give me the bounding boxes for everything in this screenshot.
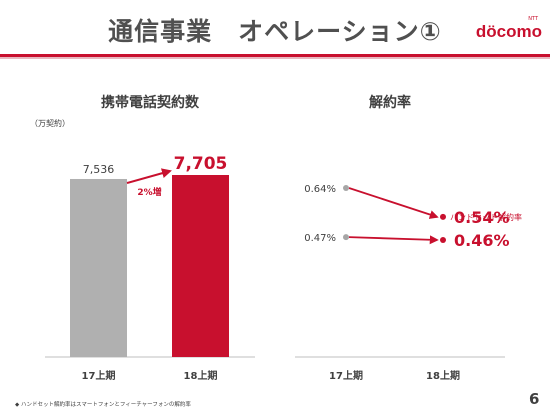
bar-category-label-1: 17上期 <box>82 369 116 382</box>
churn-series-1-arrow <box>348 187 439 219</box>
title-divider-shadow <box>0 57 550 59</box>
logo-brand-text: döcomo <box>475 22 542 41</box>
churn-series-1-point-1 <box>343 185 349 191</box>
bar-value-label-1: 7,536 <box>83 163 115 176</box>
bar-value-label-2: 7,705 <box>174 154 228 174</box>
footnote: ◆ ハンドセット解約率はスマートフォンとフィーチャーフォンの解約率 <box>15 402 191 408</box>
bar-2 <box>172 175 229 357</box>
churn-category-label-2: 18上期 <box>426 369 460 382</box>
churn-series-2-point-1 <box>343 234 349 241</box>
churn-series-2-point-2 <box>440 237 446 244</box>
churn-series-2-value-2: 0.46% <box>454 231 510 250</box>
bar-1 <box>70 178 127 357</box>
churn-series-2-name: ハンドセット解約率 <box>450 212 522 222</box>
subscriptions-unit-label: （万契約） <box>30 119 70 128</box>
growth-label: 2%増 <box>137 186 161 198</box>
slide-title: 通信事業 オペレーション① <box>108 17 442 46</box>
bar-category-label-2: 18上期 <box>184 369 218 382</box>
churn-series-1-value-2: 0.54% <box>454 208 510 227</box>
page-number: 6 <box>529 390 540 408</box>
title-divider <box>0 54 550 57</box>
logo-ntt-text: NTT <box>528 16 538 22</box>
churn-series-2-value-1: 0.47% <box>304 233 336 244</box>
docomo-logo: NTT döcomo <box>472 16 542 46</box>
churn-series-1-value-1: 0.64% <box>304 184 336 195</box>
churn-chart-title: 解約率 <box>369 95 411 111</box>
subscriptions-chart-title: 携帯電話契約数 <box>101 95 199 111</box>
churn-series-1-point-2 <box>440 213 446 220</box>
churn-category-label-1: 17上期 <box>329 369 363 382</box>
growth-arrow <box>126 168 172 184</box>
churn-series-2-arrow <box>348 235 439 245</box>
